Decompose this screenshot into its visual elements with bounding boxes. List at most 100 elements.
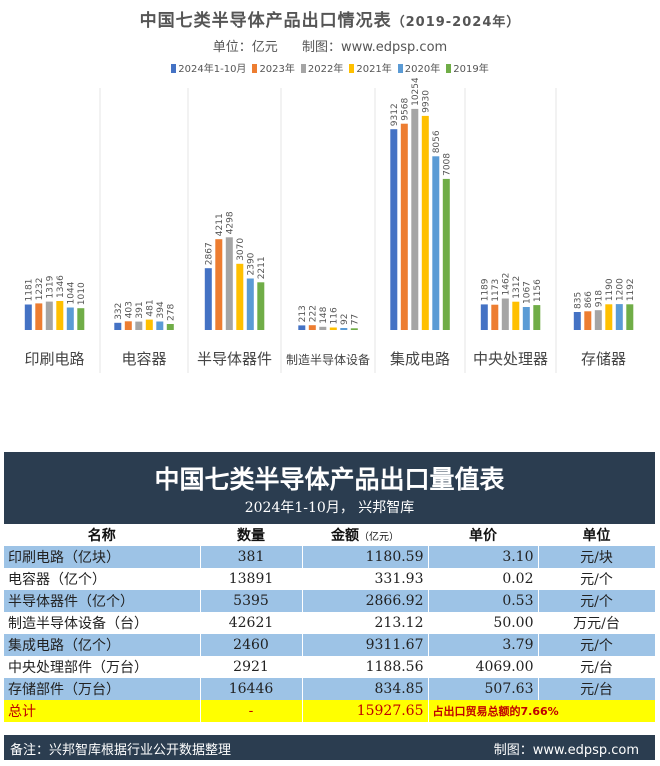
table-header-banner: 中国七类半导体产品出口量值表 2024年1-10月， 兴邦智库 [4, 452, 655, 524]
bar-value-label: 3070 [236, 238, 246, 261]
bar [215, 239, 223, 330]
table-row: 电容器（亿个） 13891 331.93 0.02 元/个 [4, 568, 656, 590]
bar [491, 304, 499, 330]
cell-qty: 2921 [200, 656, 303, 678]
cell-unit: 元/台 [538, 678, 656, 700]
bar [400, 123, 408, 330]
cell-name: 集成电路（亿个） [4, 634, 201, 656]
bar [45, 301, 53, 330]
table-row: 中央处理部件（万台） 2921 1188.56 4069.00 元/台 [4, 656, 656, 678]
bar [421, 115, 429, 331]
bar-value-label: 116 [329, 307, 339, 324]
col-header-unit: 单位 [538, 524, 656, 546]
bar-value-label: 9930 [421, 90, 431, 113]
bar [480, 304, 488, 330]
bar-value-label: 92 [340, 314, 350, 325]
bar [501, 298, 509, 330]
bar [615, 304, 623, 330]
bar-value-label: 1200 [615, 278, 625, 301]
bar [584, 311, 592, 330]
cell-unit: 万元/台 [538, 612, 656, 634]
cell-amount: 1180.59 [302, 546, 429, 568]
cell-qty: 42621 [200, 612, 303, 634]
category-label: 印刷电路 [24, 350, 84, 368]
table-row: 制造半导体设备（台） 42621 213.12 50.00 万元/台 [4, 612, 656, 634]
cell-amount: 9311.67 [302, 634, 429, 656]
col-header-price: 单价 [428, 524, 539, 546]
legend-item: 2022年 [300, 60, 343, 75]
chart-subtitle: 单位：亿元 制图：www.edpsp.com [0, 36, 660, 55]
bar [340, 328, 348, 330]
table-total-row: 总计 - 15927.65 占出口贸易总额的7.66% [4, 700, 656, 722]
legend-swatch [171, 64, 177, 73]
bar [246, 278, 254, 330]
bar-value-label: 1173 [491, 279, 501, 302]
category-label: 制造半导体设备 [286, 353, 370, 367]
table-header-row: 名称 数量 金额（亿元） 单价 单位 [4, 524, 656, 546]
legend-swatch [300, 64, 306, 73]
bar [390, 129, 398, 330]
col-header-amount-unit: （亿元） [359, 532, 399, 543]
cell-qty: 13891 [200, 568, 303, 590]
cell-name: 电容器（亿个） [4, 568, 201, 590]
cell-qty: 5395 [200, 590, 303, 612]
cell-amount: 331.93 [302, 568, 429, 590]
bar [522, 307, 530, 330]
cell-name: 印刷电路（亿块） [4, 546, 201, 568]
category-label: 中央处理器 [473, 350, 548, 368]
total-amount: 15927.65 [302, 700, 429, 722]
legend-swatch [446, 64, 452, 73]
bar [533, 305, 541, 330]
cell-price: 3.79 [428, 634, 539, 656]
chart-title-years: （2019-2024年） [391, 15, 521, 30]
category-label: 集成电路 [390, 350, 450, 368]
bar [626, 304, 634, 330]
col-header-qty: 数量 [200, 524, 303, 546]
bar [56, 301, 64, 330]
bar-value-label: 8056 [432, 130, 442, 153]
bar-value-label: 9312 [390, 103, 400, 126]
bar-value-label: 394 [156, 301, 166, 318]
bar [35, 303, 43, 330]
category-label: 存储器 [581, 350, 626, 368]
cell-qty: 16446 [200, 678, 303, 700]
bar-value-label: 2390 [246, 252, 256, 275]
footer-credit: 制图：www.edpsp.com [493, 743, 639, 758]
bar [24, 304, 32, 330]
bar-value-label: 1232 [35, 277, 45, 300]
chart-title-main: 中国七类半导体产品出口情况表 [139, 11, 392, 31]
cell-unit: 元/个 [538, 590, 656, 612]
bar-value-label: 222 [308, 305, 318, 322]
cell-price: 507.63 [428, 678, 539, 700]
bar [432, 156, 440, 330]
bar-value-label: 10254 [411, 78, 421, 106]
table-body: 印刷电路（亿块） 381 1180.59 3.10 元/块 电容器（亿个） 13891 331… [4, 546, 656, 722]
bar-value-label: 403 [124, 301, 134, 318]
bar [145, 319, 153, 330]
bar-value-label: 1010 [77, 282, 87, 305]
bar-value-label: 1462 [501, 273, 511, 296]
category-label: 电容器 [121, 350, 166, 368]
bar [442, 178, 450, 330]
col-header-amount-label: 金额 [331, 528, 359, 544]
col-header-amount: 金额（亿元） [302, 524, 429, 546]
bar-value-label: 2211 [257, 256, 267, 279]
table-subtitle: 2024年1-10月， 兴邦智库 [244, 500, 415, 516]
cell-name: 制造半导体设备（台） [4, 612, 201, 634]
bar [257, 282, 265, 330]
bar [594, 310, 602, 330]
bar-chart-plot: 1181 1232 1319 1346 1044 1010 印刷电路 332 403 391 481… [24, 78, 636, 373]
bar-value-label: 1067 [522, 281, 532, 304]
bar [114, 322, 122, 330]
legend-item: 2020年 [397, 60, 440, 75]
bar-value-label: 391 [135, 301, 145, 318]
export-chart: 中国七类半导体产品出口情况表（2019-2024年） 单位：亿元 制图：www.… [0, 11, 660, 373]
bar-value-label: 332 [114, 303, 124, 320]
total-label: 总计 [4, 700, 201, 722]
cell-qty: 381 [200, 546, 303, 568]
bar [66, 307, 74, 330]
table-title: 中国七类半导体产品出口量值表 [154, 465, 505, 494]
chart-credit-text: 制图：www.edpsp.com [301, 40, 448, 55]
bar [350, 328, 358, 330]
bar [298, 325, 306, 330]
